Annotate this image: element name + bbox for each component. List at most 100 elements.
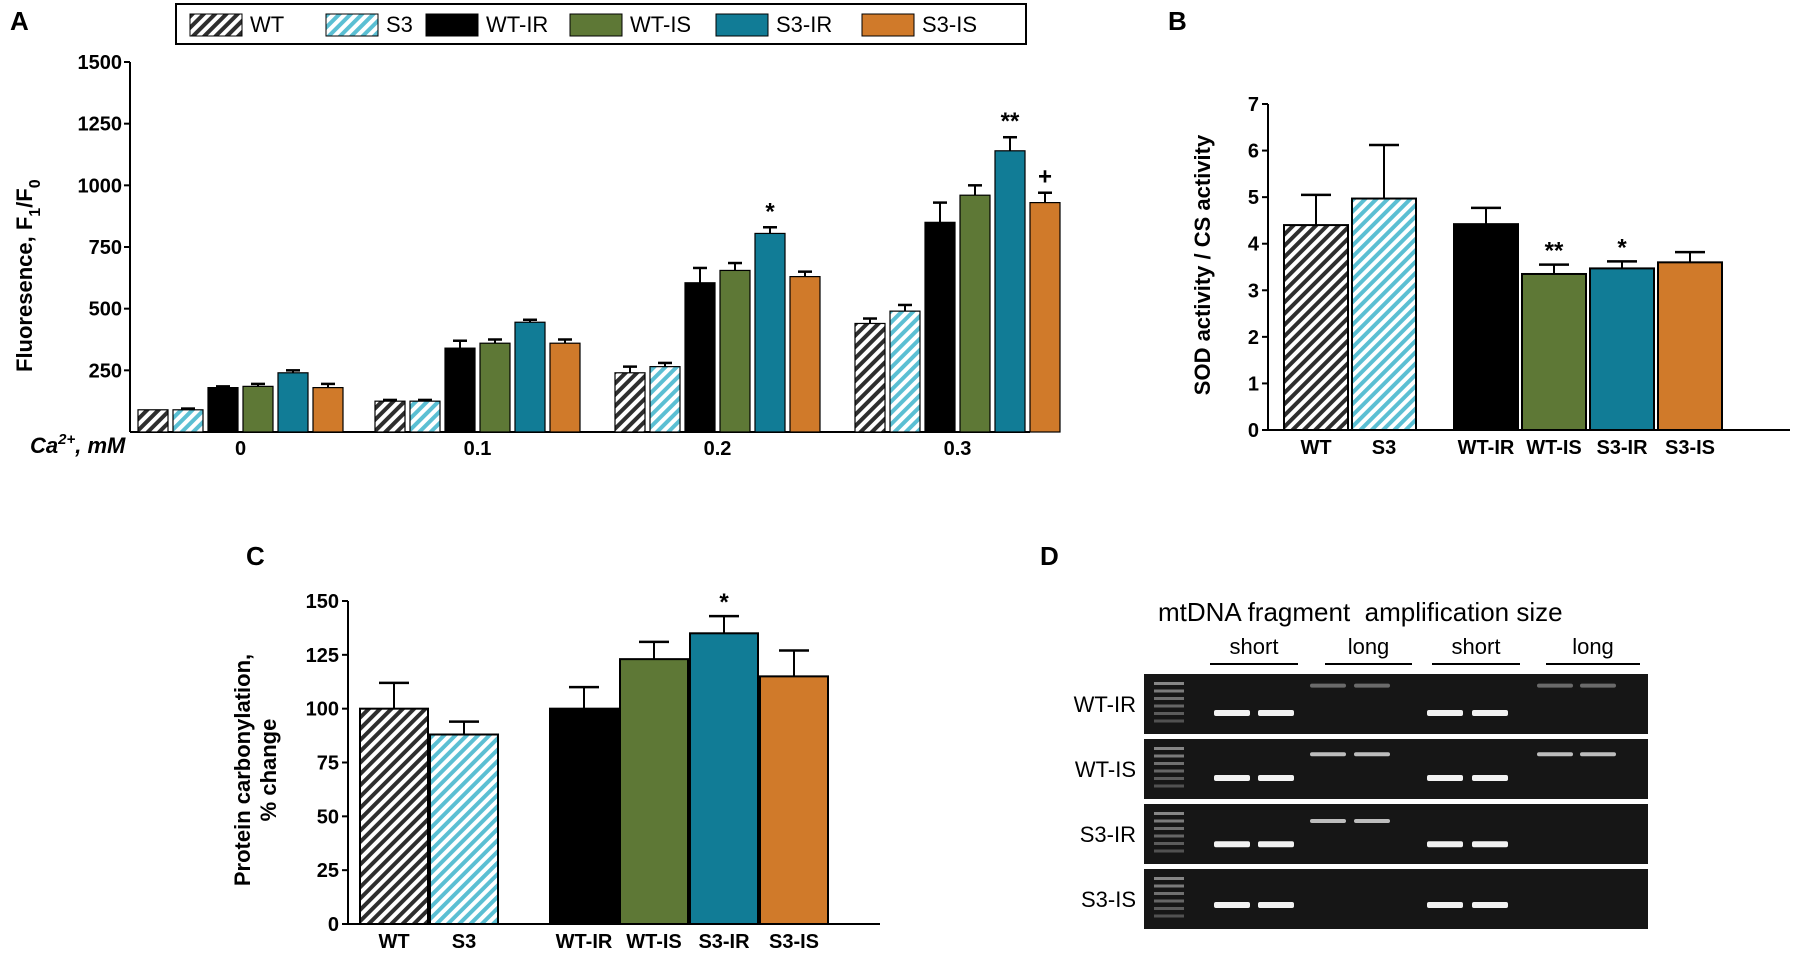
chart-c-ytick-label: 125 xyxy=(306,645,339,667)
gel-ladder-band xyxy=(1154,892,1184,895)
gel-ladder-band xyxy=(1154,884,1184,888)
chart-b-xtick-label: S3-IS xyxy=(1665,437,1715,459)
chart-c-xtick-label: S3-IR xyxy=(698,931,750,953)
chart-a: WT S3 WT-IR WT-IS S3-IR S3-IS 250 500 750 1000 12… xyxy=(12,3,1061,460)
gel-band-short xyxy=(1214,841,1250,848)
chart-a-ylabel: Fluoresence, F1/F0 xyxy=(12,179,44,372)
chart-c-xtick-label: WT xyxy=(378,931,409,953)
gel-ladder-band xyxy=(1154,899,1184,903)
gel-lane-row-s3-is xyxy=(1144,869,1648,929)
chart-a-bar-s3-ir-0-1 xyxy=(514,321,546,433)
chart-c: 0 25 50 75 100 125 150 WT S3 WT-IR WT-IS S3-IR S3-IS… xyxy=(230,589,880,953)
gel-ladder-band xyxy=(1154,719,1184,723)
gel-row-label-s3-ir: S3-IR xyxy=(1080,822,1136,847)
gel-band-long xyxy=(1310,683,1346,688)
chart-c-ytick-label: 150 xyxy=(306,591,339,613)
chart-a-ytick-label: 1000 xyxy=(78,175,123,197)
gel-lane-row-s3-ir xyxy=(1144,804,1648,864)
gel-band-long xyxy=(1537,683,1573,688)
chart-b-ytick-label: 2 xyxy=(1248,327,1259,349)
gel-band-short xyxy=(1258,841,1294,848)
chart-c-ytick-label: 75 xyxy=(317,753,339,775)
panel-label-b: B xyxy=(1168,6,1187,36)
chart-a-bar-wt-0-1 xyxy=(374,400,406,433)
chart-a-annotation: * xyxy=(765,198,775,225)
panel-label-d: D xyxy=(1040,541,1059,571)
gel-band-short xyxy=(1258,902,1294,908)
chart-b-ylabel: SOD activity / CS activity xyxy=(1190,134,1215,395)
chart-a-legend: WT S3 WT-IR WT-IS S3-IR S3-IS xyxy=(175,3,1027,45)
chart-a-legend-swatch-wt-is xyxy=(569,13,623,37)
chart-a-ytick-label: 500 xyxy=(89,299,122,321)
chart-a-bar-s3-ir-0-2 xyxy=(754,232,786,433)
gel-band-long xyxy=(1537,752,1573,757)
gel-band-short xyxy=(1258,775,1294,781)
chart-a-legend-swatch-s3-is xyxy=(861,13,915,37)
gel-ladder-band xyxy=(1154,682,1184,685)
gel-subheader-short: short xyxy=(1230,634,1279,659)
chart-a-bar-s3-0-2 xyxy=(649,366,681,433)
gel-band-short xyxy=(1472,841,1508,848)
gel-band-long xyxy=(1310,752,1346,757)
gel-ladder-band xyxy=(1154,689,1184,693)
chart-b-bars: ** * xyxy=(1283,143,1723,432)
gel-ladder-band xyxy=(1154,697,1184,700)
chart-b-ytick-label: 0 xyxy=(1248,420,1259,442)
gel-band-short xyxy=(1472,902,1508,908)
gel-ladder-band xyxy=(1154,914,1184,918)
chart-c-bar-s3 xyxy=(429,733,499,925)
chart-b-annotation: ** xyxy=(1545,238,1564,265)
chart-c-ytick-label: 100 xyxy=(306,699,339,721)
chart-a-bar-wt-is-0 xyxy=(242,385,274,433)
chart-c-bar-wt-ir xyxy=(549,707,619,926)
chart-a-xtick-label: 0.2 xyxy=(704,438,732,460)
chart-b-xtick-label: WT xyxy=(1300,437,1331,459)
gel-band-long xyxy=(1580,683,1616,688)
gel-ladder-band xyxy=(1154,704,1184,708)
gel-band-long xyxy=(1354,683,1390,688)
gel-subheaders: short long short long xyxy=(1210,634,1640,665)
gel-subheader-long: long xyxy=(1348,634,1390,659)
chart-a-annotation: ** xyxy=(1001,108,1020,135)
chart-a-legend-swatch-wt-ir xyxy=(425,13,479,37)
chart-a-bar-wt-0-3 xyxy=(854,322,886,433)
gel-band-short xyxy=(1214,902,1250,908)
gel-band-long xyxy=(1580,752,1616,757)
gel-band-short xyxy=(1258,710,1294,716)
gel-band-short xyxy=(1214,710,1250,716)
chart-a-bar-wt-is-0-3 xyxy=(959,194,991,433)
gel-ladder-band xyxy=(1154,877,1184,880)
gel-band-short xyxy=(1472,710,1508,716)
chart-c-annotation: * xyxy=(719,589,729,616)
gel-band-long xyxy=(1354,819,1390,823)
gel-ladder-band xyxy=(1154,747,1184,750)
chart-b-ytick-label: 6 xyxy=(1248,141,1259,163)
chart-b-ytick-label: 1 xyxy=(1248,373,1259,395)
chart-a-bar-wt-is-0-1 xyxy=(479,342,511,433)
chart-b-annotation: * xyxy=(1617,234,1627,261)
chart-c-bars: * xyxy=(359,589,829,926)
chart-c-xtick-label: WT-IS xyxy=(626,931,682,953)
gel-rows: WT-IR WT-IS S3-IR S3-IS xyxy=(1074,674,1648,929)
gel-ladder-band xyxy=(1154,777,1184,780)
gel-subheader-short: short xyxy=(1452,634,1501,659)
chart-a-legend-label-wt-is: WT-IS xyxy=(630,12,691,37)
chart-b-xtick-label: S3-IR xyxy=(1596,437,1648,459)
chart-c-ylabel-line2: % change xyxy=(256,719,281,822)
chart-a-legend-swatch-wt xyxy=(189,13,243,37)
chart-a-annotation: + xyxy=(1038,164,1052,191)
gel-ladder-band xyxy=(1154,712,1184,715)
gel-ladder-band xyxy=(1154,762,1184,765)
chart-a-ytick-label: 1250 xyxy=(78,114,123,136)
gel-ladder-band xyxy=(1154,812,1184,815)
gel-row-label-s3-is: S3-IS xyxy=(1081,887,1136,912)
chart-a-bar-s3-ir-0 xyxy=(277,372,309,433)
gel-ladder-band xyxy=(1154,827,1184,830)
chart-c-xtick-label: S3 xyxy=(452,931,476,953)
panel-label-c: C xyxy=(246,541,265,571)
chart-a-legend-swatch-s3 xyxy=(325,13,379,37)
chart-b-ytick-label: 3 xyxy=(1248,280,1259,302)
chart-a-bar-wt-0-2 xyxy=(614,372,646,433)
gel-ladder-band xyxy=(1154,834,1184,838)
gel-ladder-band xyxy=(1154,907,1184,910)
